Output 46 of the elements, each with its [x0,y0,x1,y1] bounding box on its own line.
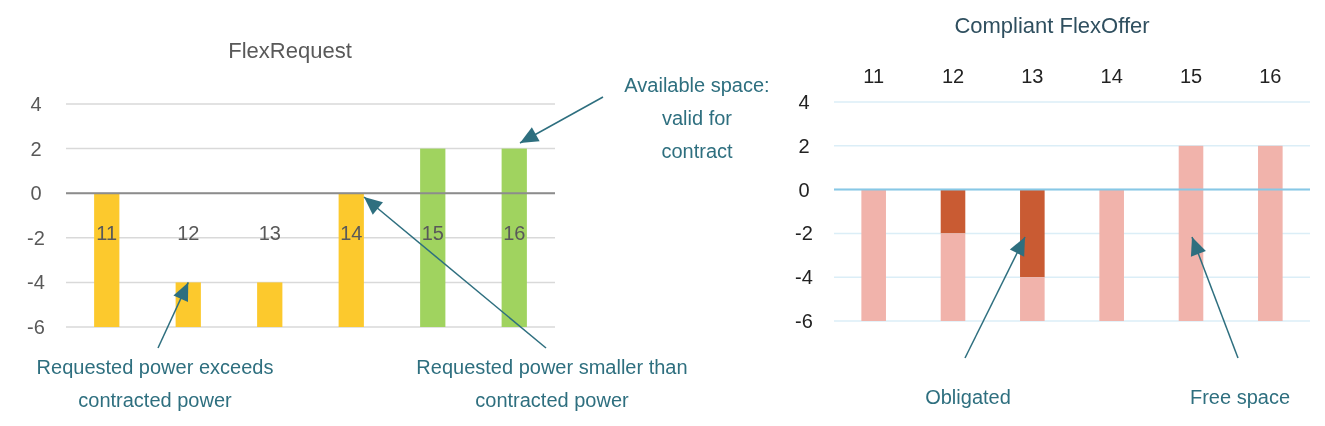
y-tick-label: 2 [798,134,810,157]
y-tick-label: 4 [798,91,810,113]
y-tick-label: -2 [795,222,813,245]
bar [257,282,283,327]
bar [420,148,446,327]
bar [1020,277,1045,321]
x-tick-label: 14 [340,222,363,245]
y-tick-label: -6 [27,316,45,338]
bar [1178,145,1204,190]
bar [940,233,966,321]
bar [1020,189,1045,278]
y-tick-label: -6 [795,310,813,332]
bar [1178,189,1204,321]
text: Obligated [925,386,1011,408]
x-tick-label: 11 [96,222,118,245]
y-tick-label: 0 [798,178,810,201]
annotation: Requested power exceeds contracted power [36,356,274,411]
text: Available space: valid for contract [624,74,770,162]
text: Free space [1189,386,1291,408]
bar [1099,189,1124,321]
bar [1258,145,1283,190]
text: Requested power smaller than contracted power [416,356,688,411]
x-tick-label: 11 [863,65,885,87]
x-tick-label: 14 [1100,65,1123,87]
bar [94,193,120,327]
x-tick-label: 12 [941,65,965,87]
y-tick-label: 0 [30,182,42,205]
y-tick-label: -4 [795,266,813,289]
x-tick-label: 12 [177,222,200,245]
bar [1258,189,1283,321]
x-tick-label: 16 [503,222,526,245]
y-tick-label: 2 [30,137,42,160]
chart-title: FlexRequest [228,38,352,63]
y-tick-label: -2 [27,226,45,249]
x-tick-label: 13 [258,222,281,245]
bar [338,193,364,327]
y-tick-label: -4 [27,271,45,294]
chart-title: Compliant FlexOffer [954,13,1150,38]
x-tick-label: 15 [1179,65,1203,87]
bar [940,189,966,234]
y-tick-label: 4 [30,93,42,115]
x-tick-label: 15 [421,222,444,245]
x-tick-label: 13 [1021,65,1044,87]
bar [861,189,886,321]
bar [501,148,527,327]
x-tick-label: 16 [1259,65,1282,87]
